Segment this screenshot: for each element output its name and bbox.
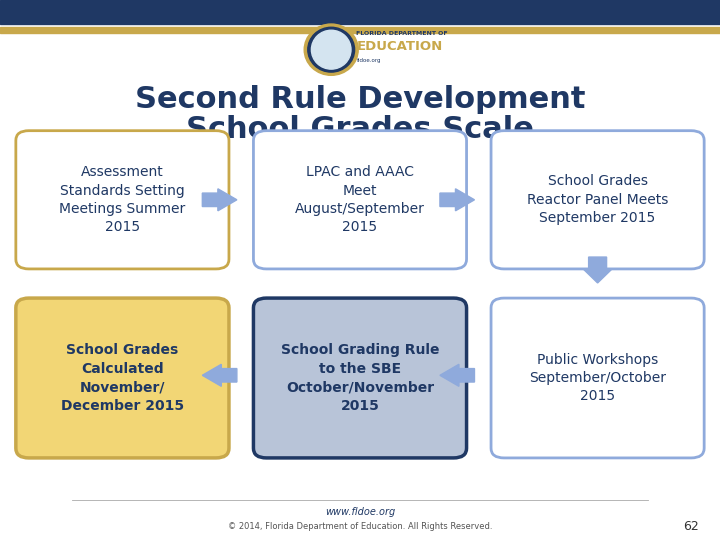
Text: School Grades
Reactor Panel Meets
September 2015: School Grades Reactor Panel Meets Septem…	[527, 174, 668, 225]
Text: 62: 62	[683, 520, 698, 533]
Text: FLORIDA DEPARTMENT OF: FLORIDA DEPARTMENT OF	[356, 31, 448, 36]
Bar	[0, 0, 720, 24]
FancyArrow shape	[202, 364, 237, 386]
Ellipse shape	[307, 27, 354, 72]
FancyArrow shape	[440, 189, 474, 211]
Text: School Grades Scale: School Grades Scale	[186, 115, 534, 144]
FancyArrow shape	[583, 257, 612, 283]
Bar	[0, 27, 720, 33]
Text: Assessment
Standards Setting
Meetings Summer
2015: Assessment Standards Setting Meetings Su…	[59, 165, 186, 234]
FancyBboxPatch shape	[253, 298, 467, 458]
Text: Public Workshops
September/October
2015: Public Workshops September/October 2015	[529, 353, 666, 403]
FancyBboxPatch shape	[16, 298, 229, 458]
Text: Second Rule Development: Second Rule Development	[135, 85, 585, 114]
Text: EDUCATION: EDUCATION	[356, 40, 443, 53]
FancyArrow shape	[440, 364, 474, 386]
Text: School Grading Rule
to the SBE
October/November
2015: School Grading Rule to the SBE October/N…	[281, 343, 439, 413]
Text: School Grades
Calculated
November/
December 2015: School Grades Calculated November/ Decem…	[60, 343, 184, 413]
Text: www.fldoe.org: www.fldoe.org	[325, 507, 395, 517]
Ellipse shape	[304, 24, 359, 75]
Text: © 2014, Florida Department of Education. All Rights Reserved.: © 2014, Florida Department of Education.…	[228, 522, 492, 531]
Ellipse shape	[311, 30, 351, 69]
Text: LPAC and AAAC
Meet
August/September
2015: LPAC and AAAC Meet August/September 2015	[295, 165, 425, 234]
FancyArrow shape	[202, 189, 237, 211]
Text: fldoe.org: fldoe.org	[356, 58, 381, 63]
FancyBboxPatch shape	[491, 131, 704, 269]
FancyBboxPatch shape	[253, 131, 467, 269]
FancyBboxPatch shape	[491, 298, 704, 458]
FancyBboxPatch shape	[16, 131, 229, 269]
